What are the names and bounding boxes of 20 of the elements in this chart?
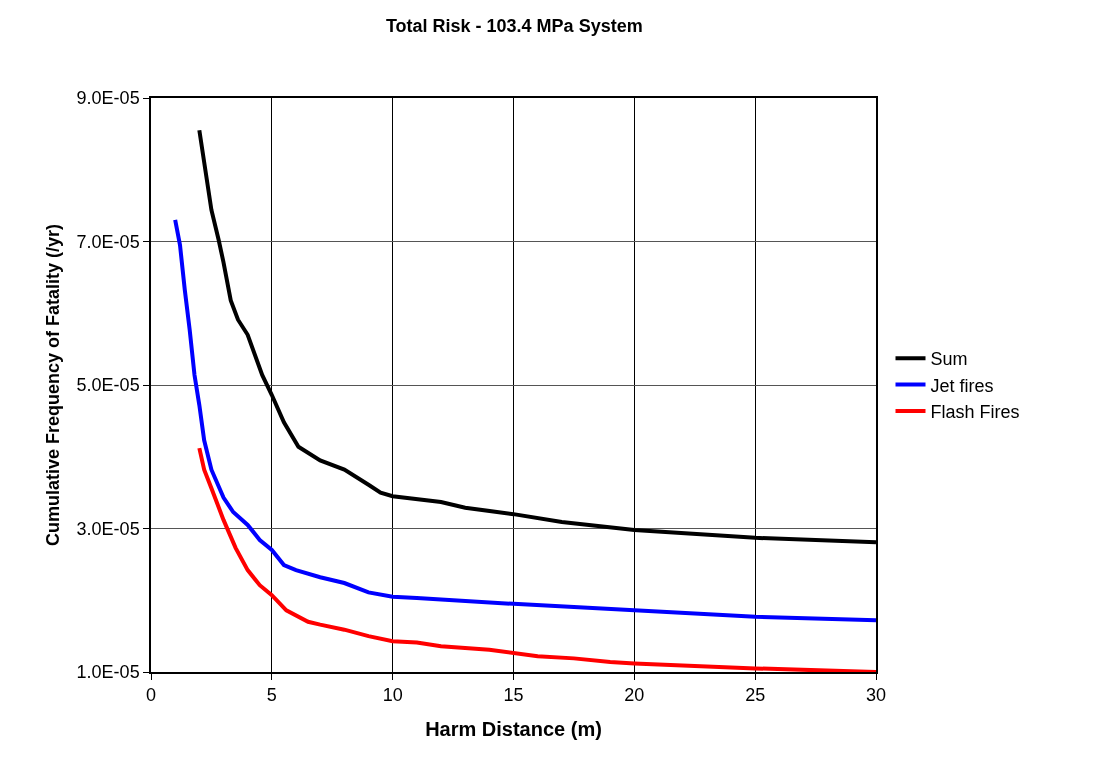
x-tick-label: 0 <box>145 685 157 706</box>
legend-label: Sum <box>930 349 968 370</box>
x-tick-label: 5 <box>266 685 277 706</box>
legend-label: Jet fires <box>930 375 994 396</box>
line-series <box>197 446 876 672</box>
line-series <box>173 217 876 623</box>
x-tick-label: 10 <box>382 685 403 706</box>
x-tick-label: 15 <box>503 685 524 706</box>
chart-title: Total Risk - 103.4 MPa System <box>385 15 643 36</box>
y-tick-label: 7.0E-05 <box>76 231 140 252</box>
y-tick-label: 1.0E-05 <box>76 662 140 683</box>
y-tick-label: 9.0E-05 <box>76 88 140 109</box>
y-tick-label: 3.0E-05 <box>76 518 140 539</box>
x-tick-label: 25 <box>745 685 766 706</box>
x-tick-label: 20 <box>624 685 645 706</box>
x-tick-label: 30 <box>865 685 887 706</box>
x-axis-title: Harm Distance (m) <box>425 718 602 741</box>
legend-label: Flash Fires <box>930 402 1020 423</box>
y-axis-title: Cumulative Frequency of Fatality (/yr) <box>43 223 64 547</box>
y-tick-label: 5.0E-05 <box>76 375 140 396</box>
